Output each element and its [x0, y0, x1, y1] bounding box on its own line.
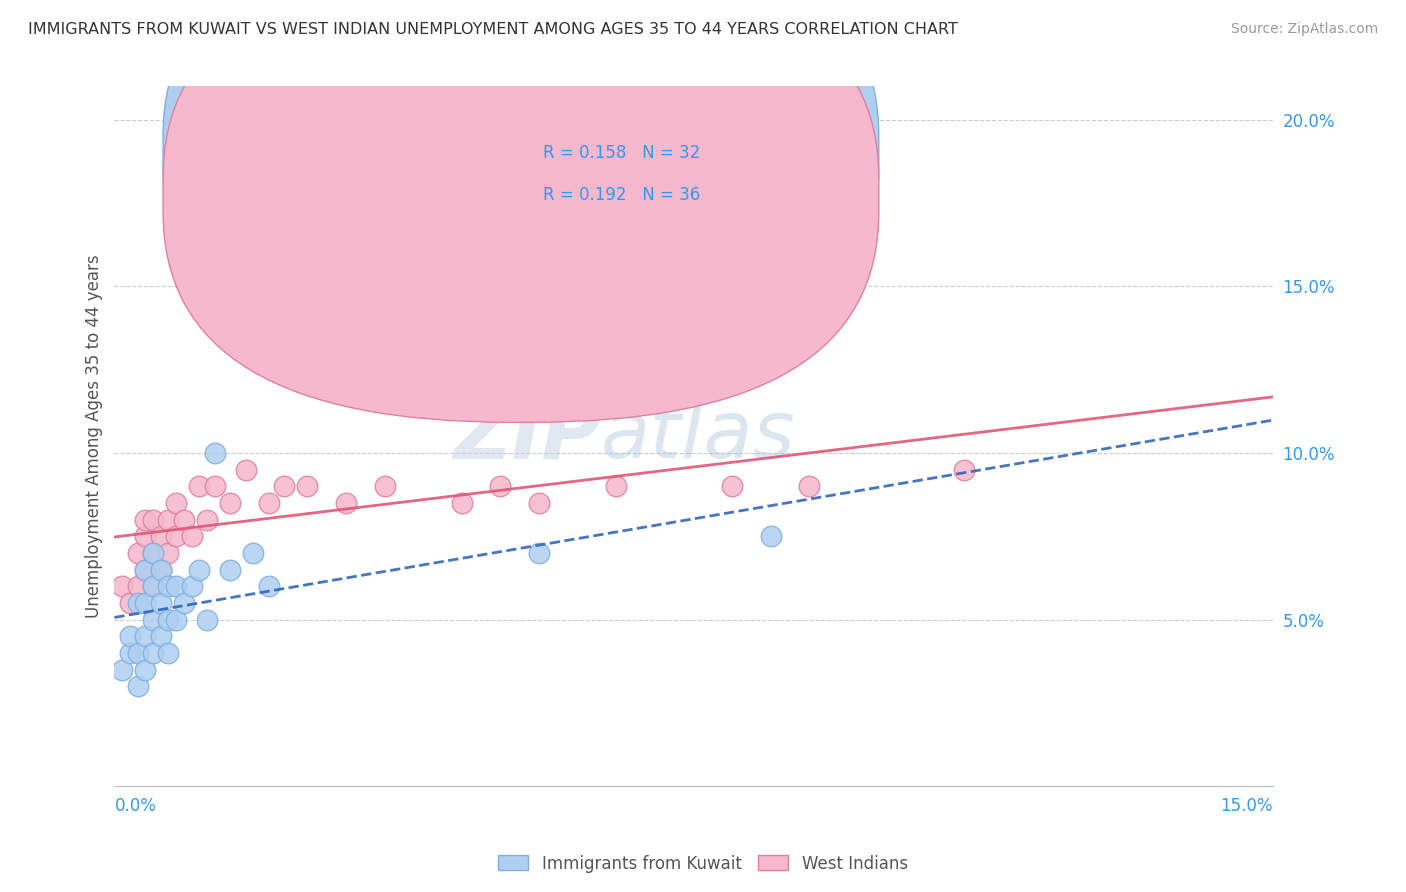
Point [195, 613, 218, 627]
Point [142, 646, 165, 660]
Point [195, 513, 218, 527]
Point [180, 529, 202, 543]
Point [127, 679, 149, 693]
Point [134, 513, 156, 527]
Point [952, 462, 974, 476]
Point [527, 496, 550, 510]
Point [165, 613, 187, 627]
Point [235, 462, 257, 476]
Point [157, 579, 180, 593]
Point [142, 579, 165, 593]
Point [273, 479, 295, 493]
Point [188, 479, 211, 493]
Point [242, 546, 264, 560]
Point [127, 646, 149, 660]
Point [142, 546, 165, 560]
Point [149, 596, 172, 610]
Point [157, 613, 180, 627]
Point [165, 529, 187, 543]
Text: 15.0%: 15.0% [1220, 797, 1272, 814]
Text: IMMIGRANTS FROM KUWAIT VS WEST INDIAN UNEMPLOYMENT AMONG AGES 35 TO 44 YEARS COR: IMMIGRANTS FROM KUWAIT VS WEST INDIAN UN… [28, 22, 957, 37]
FancyBboxPatch shape [163, 0, 879, 380]
Point [134, 529, 156, 543]
Point [489, 479, 512, 493]
Text: 0.0%: 0.0% [114, 797, 156, 814]
Point [335, 496, 357, 510]
Point [134, 629, 156, 643]
Point [204, 446, 226, 460]
Point [149, 629, 172, 643]
Point [127, 579, 149, 593]
Point [142, 613, 165, 627]
Point [799, 479, 821, 493]
Point [118, 596, 141, 610]
FancyBboxPatch shape [163, 0, 879, 422]
Text: atlas: atlas [600, 397, 796, 475]
Point [180, 579, 202, 593]
Point [165, 579, 187, 593]
Point [165, 496, 187, 510]
Point [396, 312, 419, 326]
Point [142, 513, 165, 527]
Point [127, 596, 149, 610]
Point [118, 646, 141, 660]
Point [297, 479, 319, 493]
Point [111, 579, 134, 593]
Point [173, 513, 195, 527]
Point [374, 479, 396, 493]
Point [134, 596, 156, 610]
Point [157, 546, 180, 560]
Text: Source: ZipAtlas.com: Source: ZipAtlas.com [1230, 22, 1378, 37]
Point [721, 479, 744, 493]
Text: R = 0.158   N = 32: R = 0.158 N = 32 [543, 144, 700, 161]
Point [134, 563, 156, 577]
Point [257, 496, 280, 510]
Point [173, 596, 195, 610]
Point [142, 546, 165, 560]
Point [527, 546, 550, 560]
Point [111, 663, 134, 677]
FancyBboxPatch shape [485, 107, 821, 234]
Point [134, 563, 156, 577]
Text: R = 0.192   N = 36: R = 0.192 N = 36 [543, 186, 700, 204]
Point [257, 579, 280, 593]
Point [134, 663, 156, 677]
Point [219, 496, 242, 510]
Point [759, 529, 782, 543]
Text: ZIP: ZIP [454, 397, 600, 475]
Point [188, 563, 211, 577]
Legend: Immigrants from Kuwait, West Indians: Immigrants from Kuwait, West Indians [492, 848, 914, 880]
Point [605, 479, 627, 493]
Y-axis label: Unemployment Among Ages 35 to 44 years: Unemployment Among Ages 35 to 44 years [86, 254, 103, 618]
Point [157, 646, 180, 660]
Point [219, 563, 242, 577]
Point [450, 496, 472, 510]
Point [149, 563, 172, 577]
Point [149, 563, 172, 577]
Point [204, 479, 226, 493]
Point [157, 513, 180, 527]
Point [142, 579, 165, 593]
Point [127, 546, 149, 560]
Point [118, 629, 141, 643]
Point [149, 529, 172, 543]
